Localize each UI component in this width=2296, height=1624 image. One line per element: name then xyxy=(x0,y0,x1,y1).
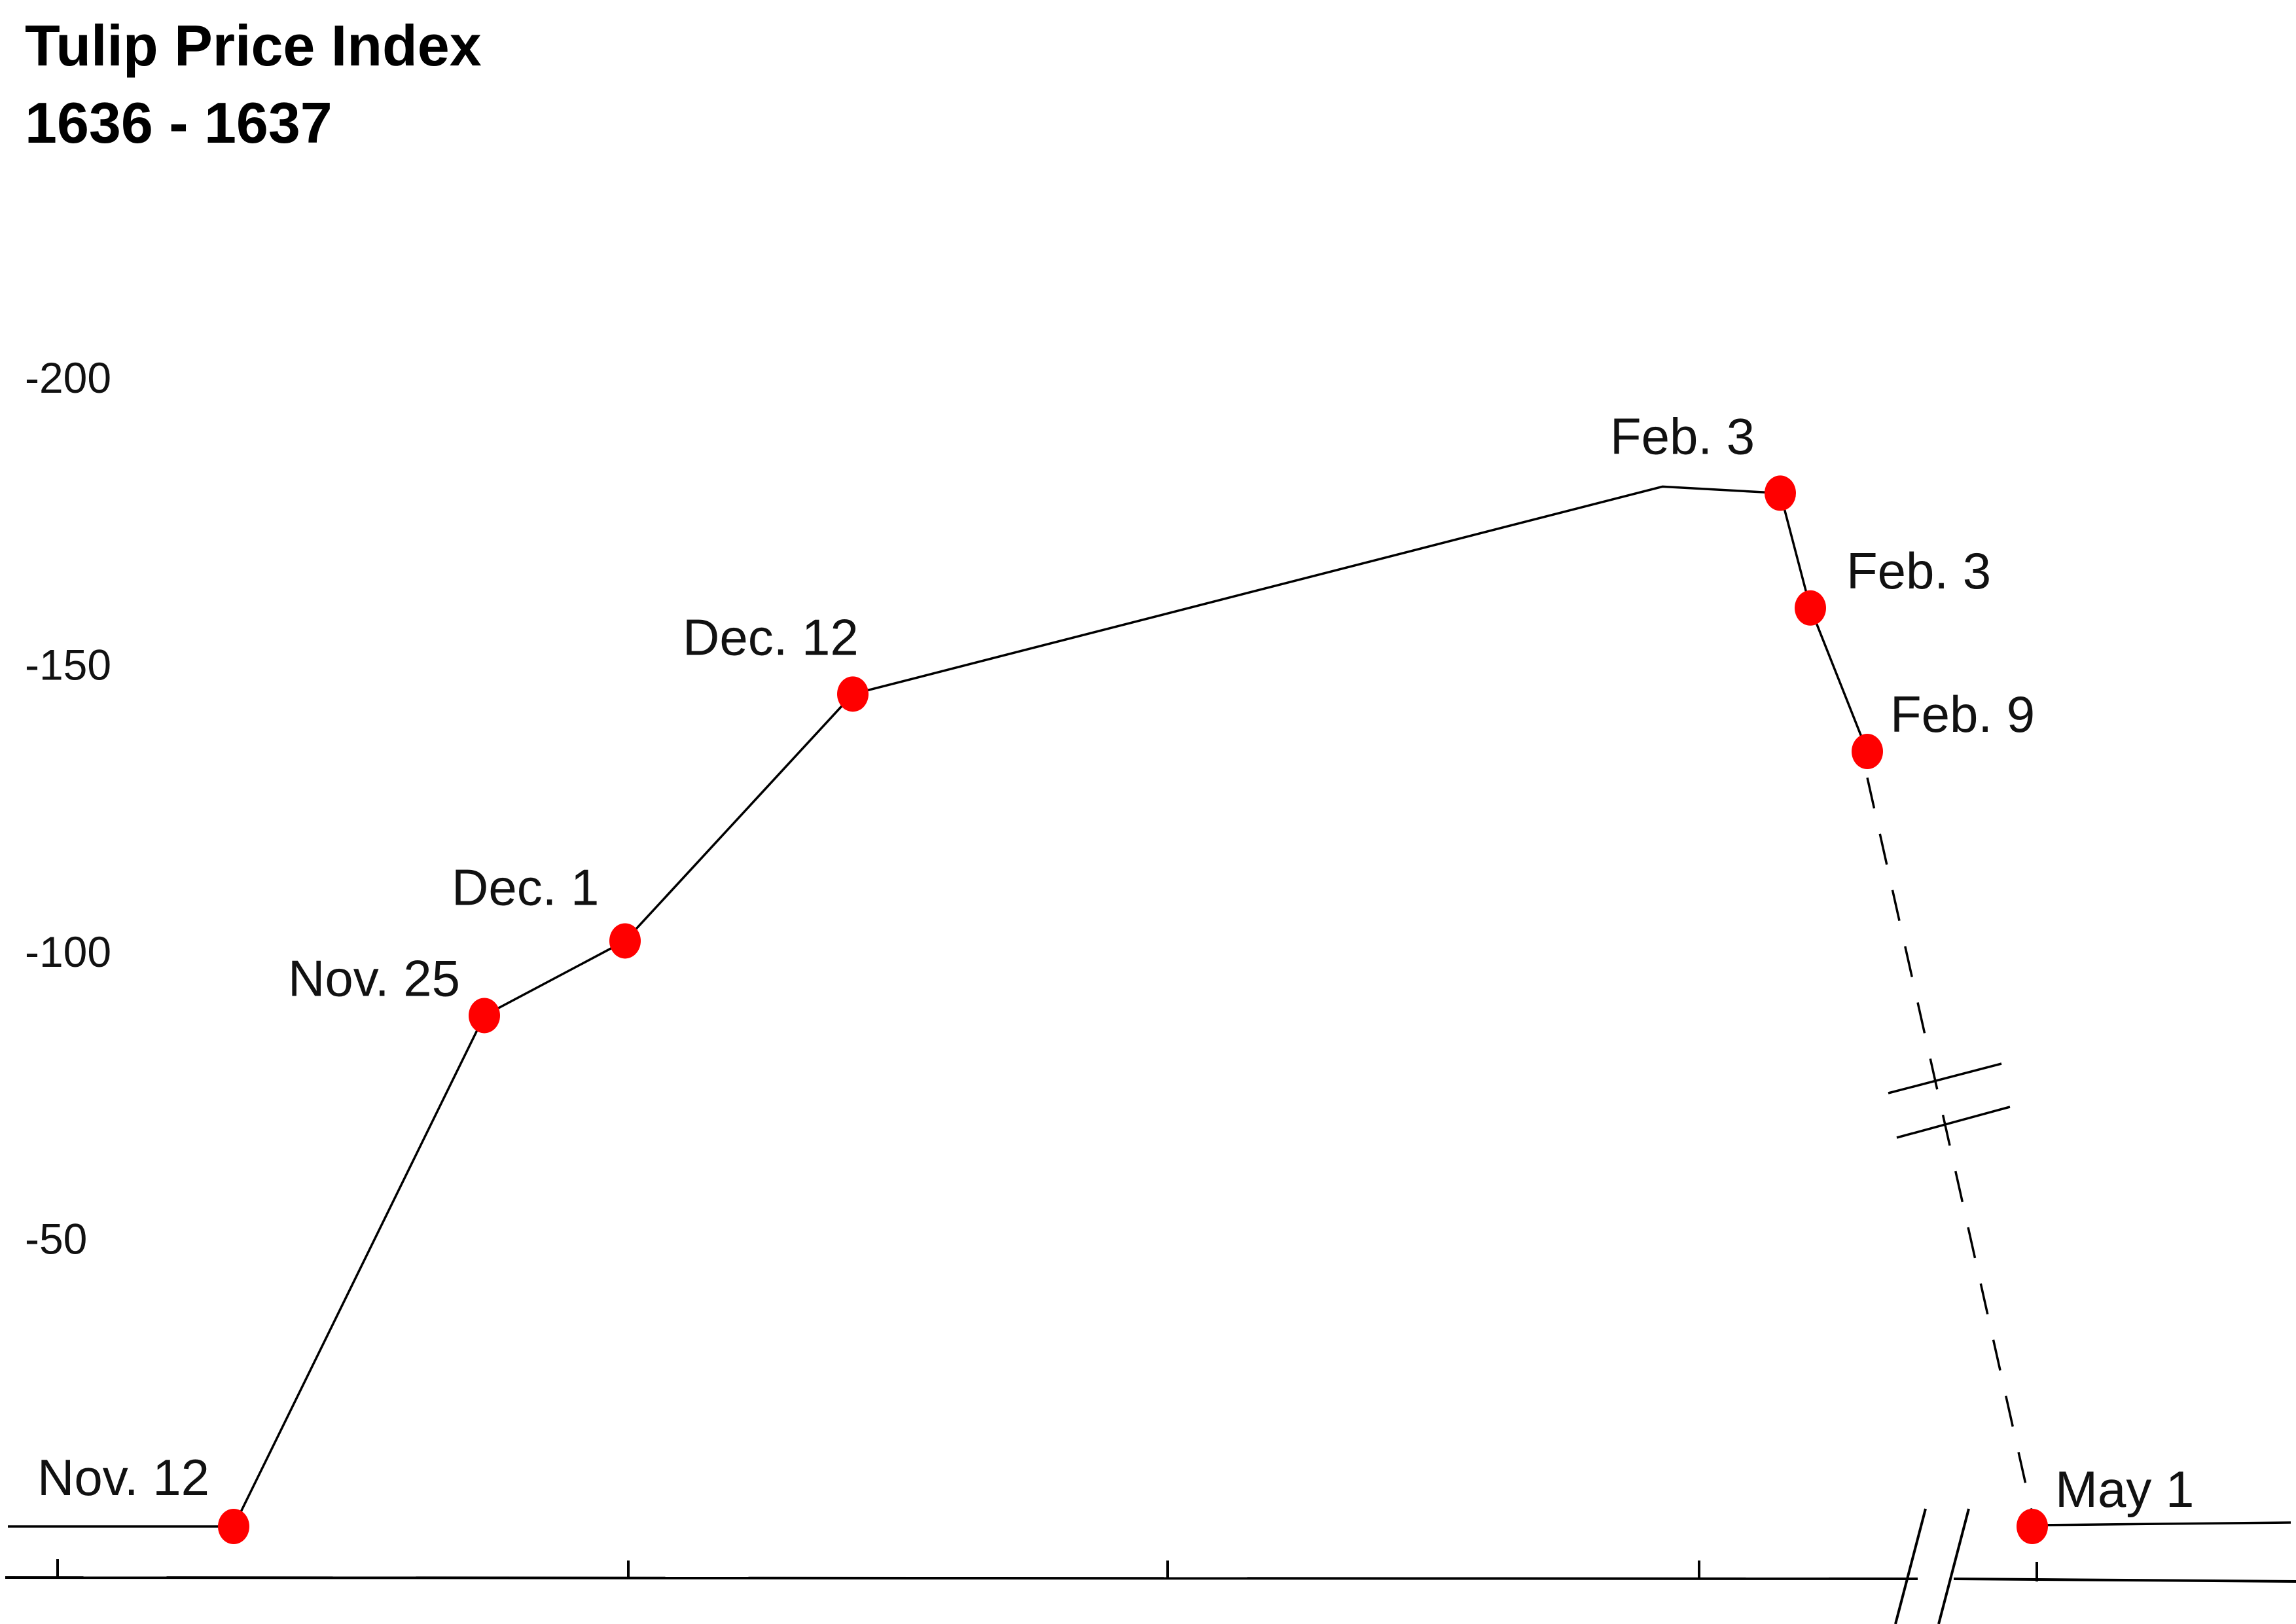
data-point-label: Nov. 25 xyxy=(288,949,460,1007)
y-break-mark-1 xyxy=(1888,1062,2002,1094)
data-point-label: Feb. 3 xyxy=(1846,542,1991,600)
data-points xyxy=(218,475,2048,1544)
data-point xyxy=(1852,734,1883,770)
data-point-label: Dec. 1 xyxy=(452,858,599,916)
data-point xyxy=(1795,590,1826,626)
baseline-after-end xyxy=(2035,1521,2291,1526)
price-series xyxy=(232,485,2034,1527)
x-axis xyxy=(5,1508,2296,1624)
x-axis-line-right xyxy=(1953,1578,2296,1583)
x-axis-break-mark-2 xyxy=(1937,1508,1970,1624)
y-tick-label: -100 xyxy=(25,928,111,976)
y-tick-label: -50 xyxy=(25,1215,87,1263)
series-line-solid xyxy=(232,485,1869,1527)
data-point-labels: Nov. 12 Nov. 25 Dec. 1 Dec. 12 Feb. 3 Feb. 3 F… xyxy=(37,407,2194,1518)
chart-title: Tulip Price Index xyxy=(25,13,482,78)
x-axis-break-mark-1 xyxy=(1894,1508,1927,1624)
data-point-label: Feb. 9 xyxy=(1890,685,2035,743)
data-point-label: Nov. 12 xyxy=(37,1449,209,1506)
data-point-label: May 1 xyxy=(2055,1460,2194,1518)
data-point xyxy=(218,1509,249,1544)
y-axis-break-marks xyxy=(1888,1062,2011,1139)
data-point xyxy=(837,676,869,712)
x-axis-line-left xyxy=(5,1576,1918,1580)
y-tick-label: -200 xyxy=(25,353,111,402)
data-point-label: Feb. 3 xyxy=(1610,407,1755,465)
data-point xyxy=(2017,1509,2048,1544)
chart-subtitle: 1636 - 1637 xyxy=(25,90,332,155)
y-break-mark-2 xyxy=(1896,1106,2011,1139)
baseline-extensions xyxy=(8,1521,2291,1528)
y-tick-label: -150 xyxy=(25,641,111,689)
data-point xyxy=(609,923,641,959)
y-axis-tick-labels: -50 -100 -150 -200 xyxy=(25,353,111,1263)
data-point-label: Dec. 12 xyxy=(683,608,859,666)
series-line-dashed xyxy=(1866,777,2034,1514)
data-point xyxy=(469,998,500,1034)
data-point xyxy=(1765,475,1796,511)
